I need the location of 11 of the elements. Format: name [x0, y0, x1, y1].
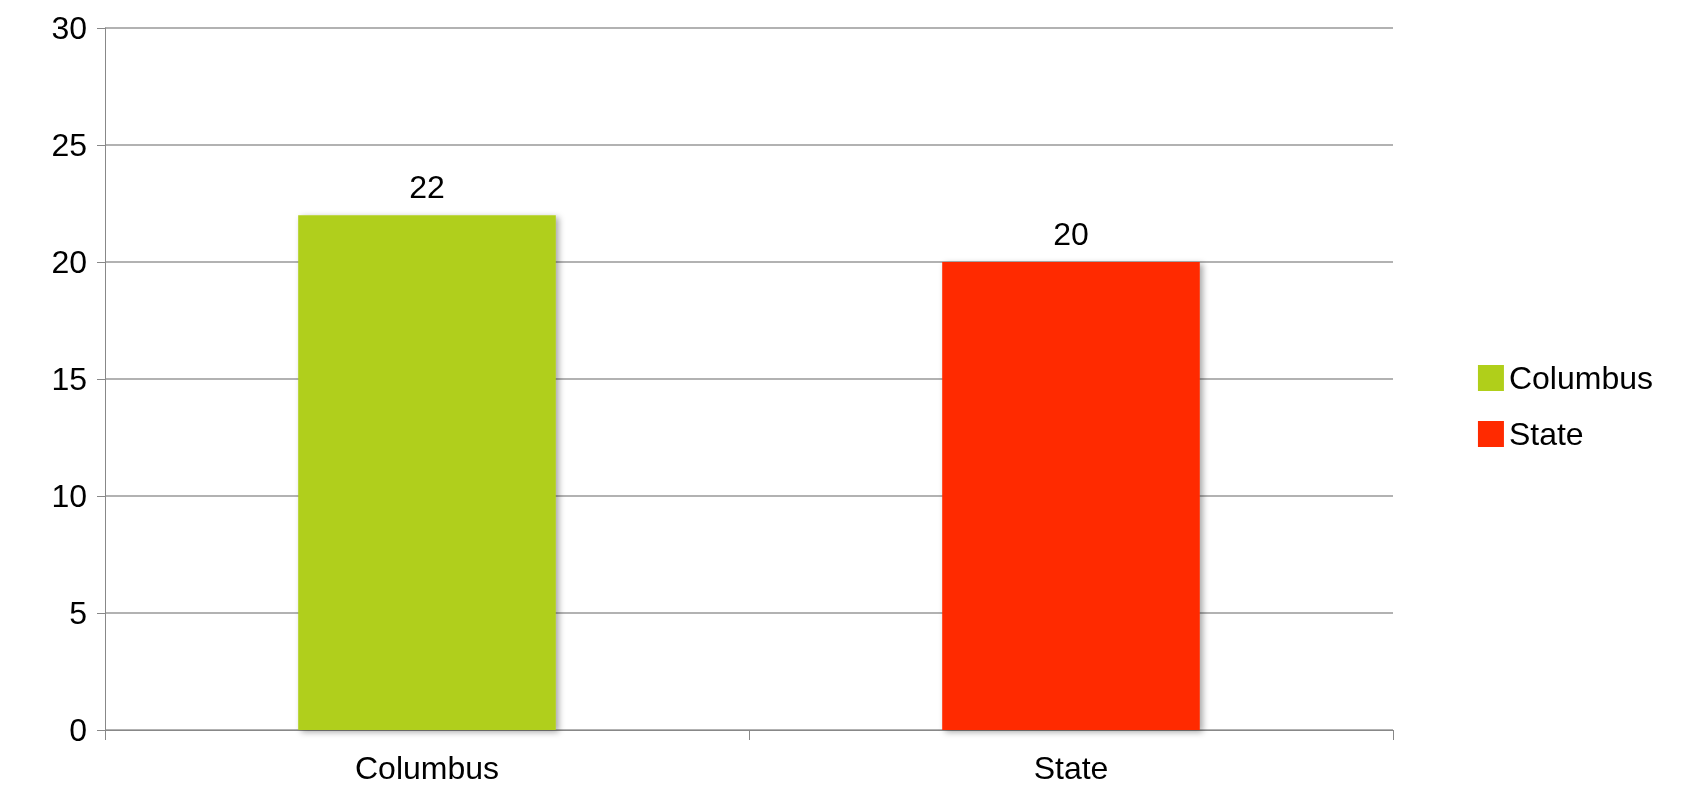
y-tick-label: 30	[51, 10, 87, 46]
y-tick-label: 20	[51, 244, 87, 280]
legend-label: Columbus	[1508, 360, 1653, 396]
y-tick-label: 10	[51, 478, 87, 514]
data-label: 20	[1053, 216, 1089, 252]
legend-label: State	[1508, 416, 1584, 452]
data-label: 22	[409, 169, 445, 206]
y-tick-label: 25	[51, 127, 87, 163]
y-tick-label: 5	[69, 595, 87, 631]
y-tick-label: 15	[51, 361, 87, 397]
y-tick-label: 0	[69, 712, 87, 748]
